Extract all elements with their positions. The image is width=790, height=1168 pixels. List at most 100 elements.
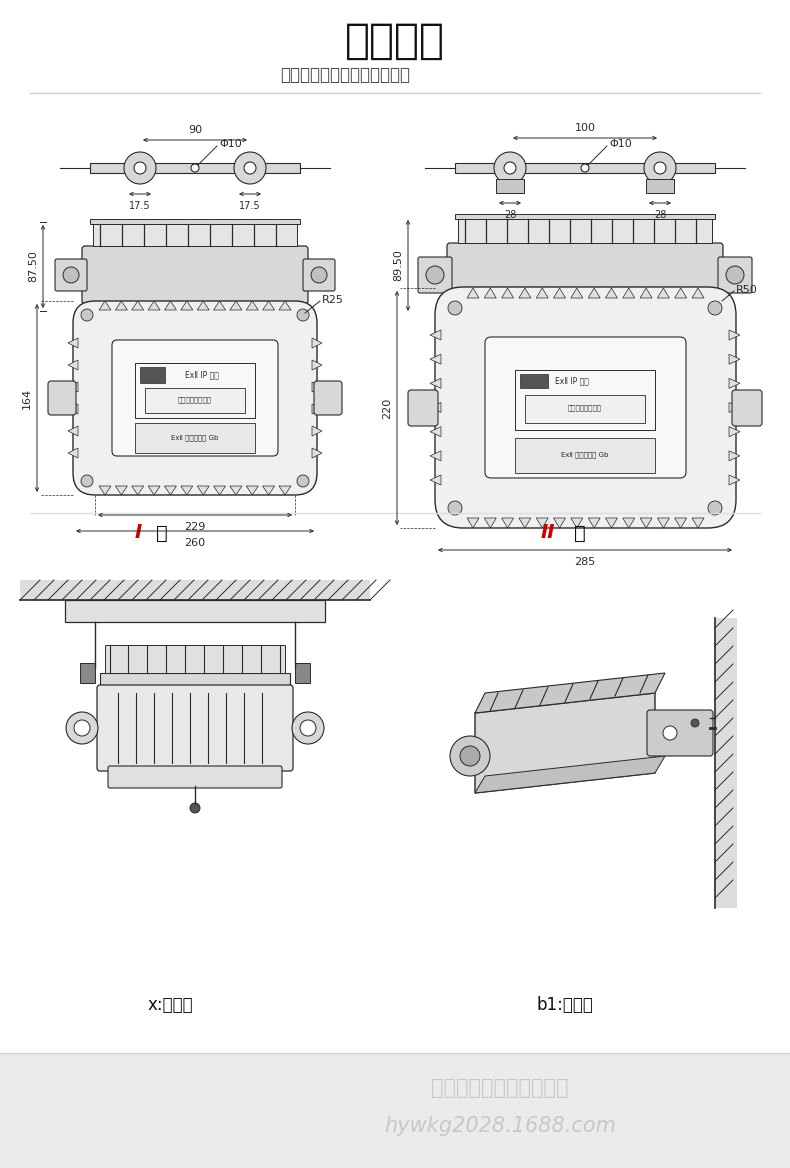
Text: I: I — [134, 523, 141, 542]
Text: Φ10: Φ10 — [219, 139, 242, 150]
Polygon shape — [198, 301, 209, 310]
Polygon shape — [605, 288, 618, 298]
Polygon shape — [502, 517, 514, 528]
Text: hywkg2028.1688.com: hywkg2028.1688.com — [384, 1115, 616, 1136]
Polygon shape — [68, 360, 78, 370]
Polygon shape — [68, 426, 78, 436]
Polygon shape — [132, 301, 144, 310]
Bar — [455, 164, 715, 173]
Bar — [135, 423, 255, 453]
Circle shape — [708, 501, 722, 515]
Polygon shape — [657, 288, 669, 298]
Polygon shape — [181, 301, 193, 310]
Polygon shape — [554, 288, 566, 298]
FancyBboxPatch shape — [447, 243, 723, 307]
Polygon shape — [99, 301, 111, 310]
Bar — [295, 663, 310, 683]
Bar — [65, 600, 325, 623]
Polygon shape — [675, 288, 687, 298]
Polygon shape — [623, 288, 635, 298]
Circle shape — [297, 475, 309, 487]
Polygon shape — [588, 288, 600, 298]
Text: 金阳王科技股份有限公司: 金阳王科技股份有限公司 — [431, 1078, 569, 1098]
Polygon shape — [312, 426, 322, 436]
Bar — [145, 388, 245, 413]
Polygon shape — [68, 404, 78, 413]
FancyBboxPatch shape — [485, 338, 686, 478]
Bar — [90, 164, 300, 173]
FancyBboxPatch shape — [108, 766, 282, 788]
Text: ExⅡ 矿用隔爆型 Gb: ExⅡ 矿用隔爆型 Gb — [562, 452, 608, 458]
Polygon shape — [675, 517, 687, 528]
Circle shape — [644, 152, 676, 185]
Polygon shape — [484, 517, 496, 528]
Text: ExⅡ 矿用隔爆型 Gb: ExⅡ 矿用隔爆型 Gb — [171, 434, 219, 442]
Circle shape — [124, 152, 156, 185]
Polygon shape — [484, 288, 496, 298]
Bar — [455, 214, 715, 220]
Circle shape — [426, 266, 444, 284]
Polygon shape — [729, 475, 740, 485]
FancyBboxPatch shape — [314, 381, 342, 415]
Polygon shape — [605, 517, 618, 528]
FancyBboxPatch shape — [732, 390, 762, 426]
Polygon shape — [554, 517, 566, 528]
Text: 28: 28 — [654, 210, 666, 220]
Polygon shape — [246, 301, 258, 310]
Polygon shape — [467, 517, 479, 528]
Bar — [515, 438, 655, 473]
Text: ExⅡ IP 防爆: ExⅡ IP 防爆 — [555, 376, 589, 385]
Polygon shape — [148, 486, 160, 495]
Polygon shape — [430, 426, 441, 437]
Polygon shape — [475, 756, 665, 793]
FancyBboxPatch shape — [97, 684, 293, 771]
Polygon shape — [262, 486, 275, 495]
Polygon shape — [213, 301, 226, 310]
Circle shape — [66, 712, 98, 744]
Circle shape — [504, 162, 516, 174]
Circle shape — [292, 712, 324, 744]
Polygon shape — [640, 517, 652, 528]
Bar — [496, 179, 524, 193]
Polygon shape — [430, 475, 441, 485]
FancyBboxPatch shape — [73, 301, 317, 495]
Text: R50: R50 — [736, 285, 758, 296]
Polygon shape — [312, 404, 322, 413]
Bar — [95, 301, 295, 311]
Text: 220: 220 — [382, 397, 392, 418]
Circle shape — [297, 310, 309, 321]
Bar — [646, 179, 674, 193]
Text: 轻松了解如何安装简单、防便: 轻松了解如何安装简单、防便 — [280, 67, 410, 84]
Text: 28: 28 — [504, 210, 516, 220]
Circle shape — [581, 164, 589, 172]
Polygon shape — [729, 331, 740, 340]
Circle shape — [311, 267, 327, 283]
Text: 安装方式: 安装方式 — [345, 20, 445, 62]
FancyBboxPatch shape — [112, 340, 278, 456]
Circle shape — [494, 152, 526, 185]
Polygon shape — [475, 693, 655, 793]
Polygon shape — [312, 338, 322, 348]
Polygon shape — [230, 301, 242, 310]
Polygon shape — [571, 288, 583, 298]
FancyBboxPatch shape — [82, 246, 308, 304]
Bar — [93, 224, 297, 246]
Polygon shape — [536, 517, 548, 528]
Circle shape — [663, 726, 677, 741]
Polygon shape — [115, 486, 127, 495]
FancyBboxPatch shape — [718, 257, 752, 293]
Polygon shape — [198, 486, 209, 495]
Polygon shape — [475, 673, 665, 712]
Polygon shape — [430, 378, 441, 388]
Text: x:吸顶式: x:吸顶式 — [147, 996, 193, 1014]
Text: 285: 285 — [574, 557, 596, 566]
Circle shape — [244, 162, 256, 174]
Polygon shape — [623, 517, 635, 528]
Circle shape — [448, 501, 462, 515]
Text: 164: 164 — [22, 388, 32, 409]
Polygon shape — [519, 288, 531, 298]
FancyBboxPatch shape — [647, 710, 713, 756]
Text: 87.50: 87.50 — [28, 251, 38, 283]
Text: 17.5: 17.5 — [130, 201, 151, 211]
Polygon shape — [246, 486, 258, 495]
